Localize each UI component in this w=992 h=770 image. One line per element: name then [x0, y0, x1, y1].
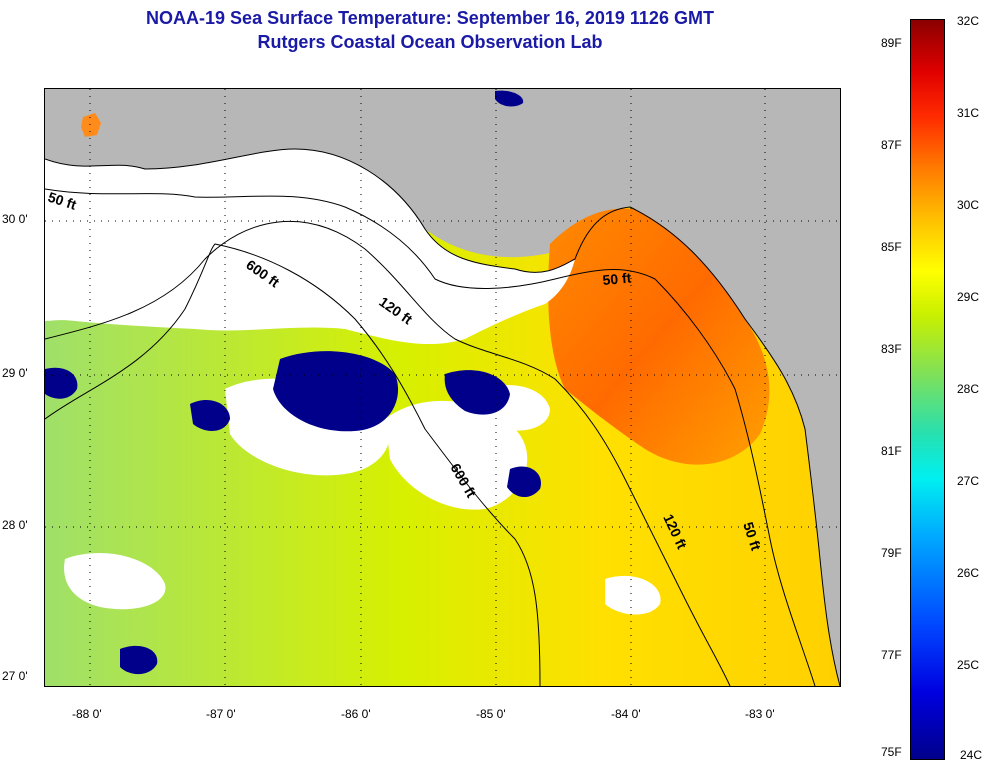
cloud-nearshore — [45, 149, 575, 345]
isobath-600ft — [45, 243, 541, 686]
lat-label: 27 0' — [2, 669, 28, 683]
colorbar-f-label: 85F — [881, 240, 902, 254]
colorbar-c-label: 24C — [960, 748, 983, 762]
colorbar-f-label: 75F — [881, 745, 902, 759]
coastline — [45, 148, 840, 686]
cloud-patch — [64, 553, 166, 610]
cold-patch — [190, 399, 230, 431]
colorbar-c-label: 29C — [957, 290, 980, 304]
cloud-patch — [385, 400, 528, 510]
lon-label: -88 0' — [72, 707, 102, 721]
lon-label: -84 0' — [611, 707, 641, 721]
isobath-50ft — [45, 188, 816, 686]
lat-label: 28 0' — [2, 518, 28, 532]
colorbar-c-label: 25C — [957, 658, 980, 672]
colorbar-f-label: 83F — [881, 342, 902, 356]
colorbar-f-label: 79F — [881, 546, 902, 560]
cold-patch — [444, 370, 510, 415]
contour-label: 50 ft — [602, 270, 632, 288]
lat-label: 29 0' — [2, 366, 28, 380]
cloud-patch — [605, 575, 661, 615]
sst-map[interactable]: 50 ft 600 ft 120 ft 50 ft 600 ft 120 ft … — [44, 88, 841, 687]
warm-bay — [81, 113, 101, 137]
colorbar-c-label: 32C — [957, 14, 980, 28]
warm-water — [548, 208, 770, 465]
lon-label: -87 0' — [206, 707, 236, 721]
lat-label: 30 0' — [2, 212, 28, 226]
temperature-colorbar — [910, 19, 945, 760]
colorbar-c-label: 27C — [957, 474, 980, 488]
cold-patch — [120, 645, 158, 675]
lon-label: -85 0' — [476, 707, 506, 721]
colorbar-c-label: 30C — [957, 198, 980, 212]
graticule — [45, 89, 840, 686]
title-line-1: NOAA-19 Sea Surface Temperature: Septemb… — [146, 8, 714, 28]
colorbar-c-label: 28C — [957, 382, 980, 396]
cold-patch — [507, 466, 541, 498]
cold-patch — [495, 90, 524, 107]
colorbar-c-label: 26C — [957, 566, 980, 580]
sst-map-canvas: 50 ft 600 ft 120 ft 50 ft 600 ft 120 ft … — [45, 89, 840, 686]
lon-label: -83 0' — [745, 707, 775, 721]
lon-label: -86 0' — [341, 707, 371, 721]
colorbar-f-label: 77F — [881, 648, 902, 662]
colorbar-c-label: 31C — [957, 106, 980, 120]
colorbar-f-label: 81F — [881, 444, 902, 458]
colorbar-f-label: 89F — [881, 36, 902, 50]
cold-patch — [273, 351, 399, 432]
title-line-2: Rutgers Coastal Ocean Observation Lab — [257, 32, 603, 52]
isobath-120ft — [45, 220, 731, 686]
colorbar-f-label: 87F — [881, 138, 902, 152]
cold-patch — [45, 367, 78, 399]
